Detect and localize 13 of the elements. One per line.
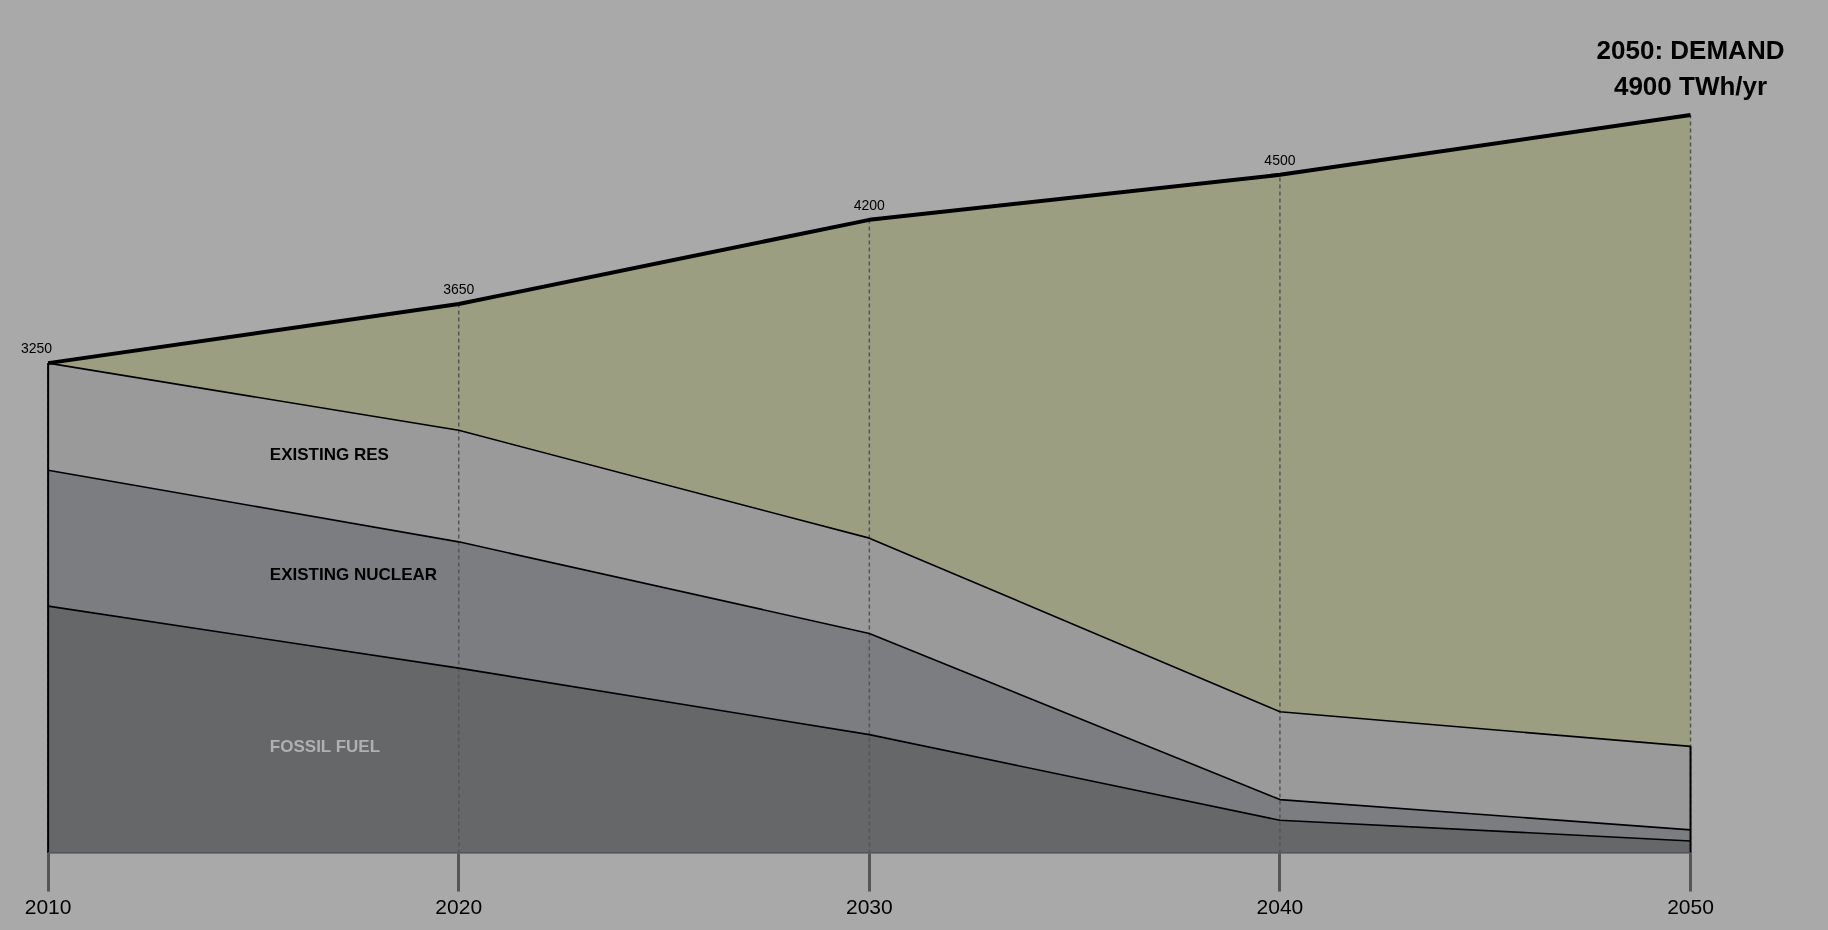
x-tick-label: 2020 bbox=[435, 894, 483, 918]
annotation: 4500 bbox=[1264, 151, 1296, 168]
annotation: 3650 bbox=[443, 281, 475, 298]
x-tick-label: 2050 bbox=[1667, 894, 1714, 918]
annotation: 4200 bbox=[853, 196, 886, 213]
series-label: EXISTING NUCLEAR bbox=[269, 564, 438, 584]
series-label: EXISTING RES bbox=[269, 444, 389, 464]
x-tick-label: 2010 bbox=[24, 894, 72, 918]
annotation: 2050: DEMAND 4900 TWh/yr bbox=[1596, 34, 1785, 101]
x-tick-label: 2030 bbox=[845, 894, 893, 918]
x-tick-label: 2040 bbox=[1256, 894, 1304, 918]
series-label: FOSSIL FUEL bbox=[269, 737, 381, 757]
annotation: 3250 bbox=[20, 340, 53, 357]
